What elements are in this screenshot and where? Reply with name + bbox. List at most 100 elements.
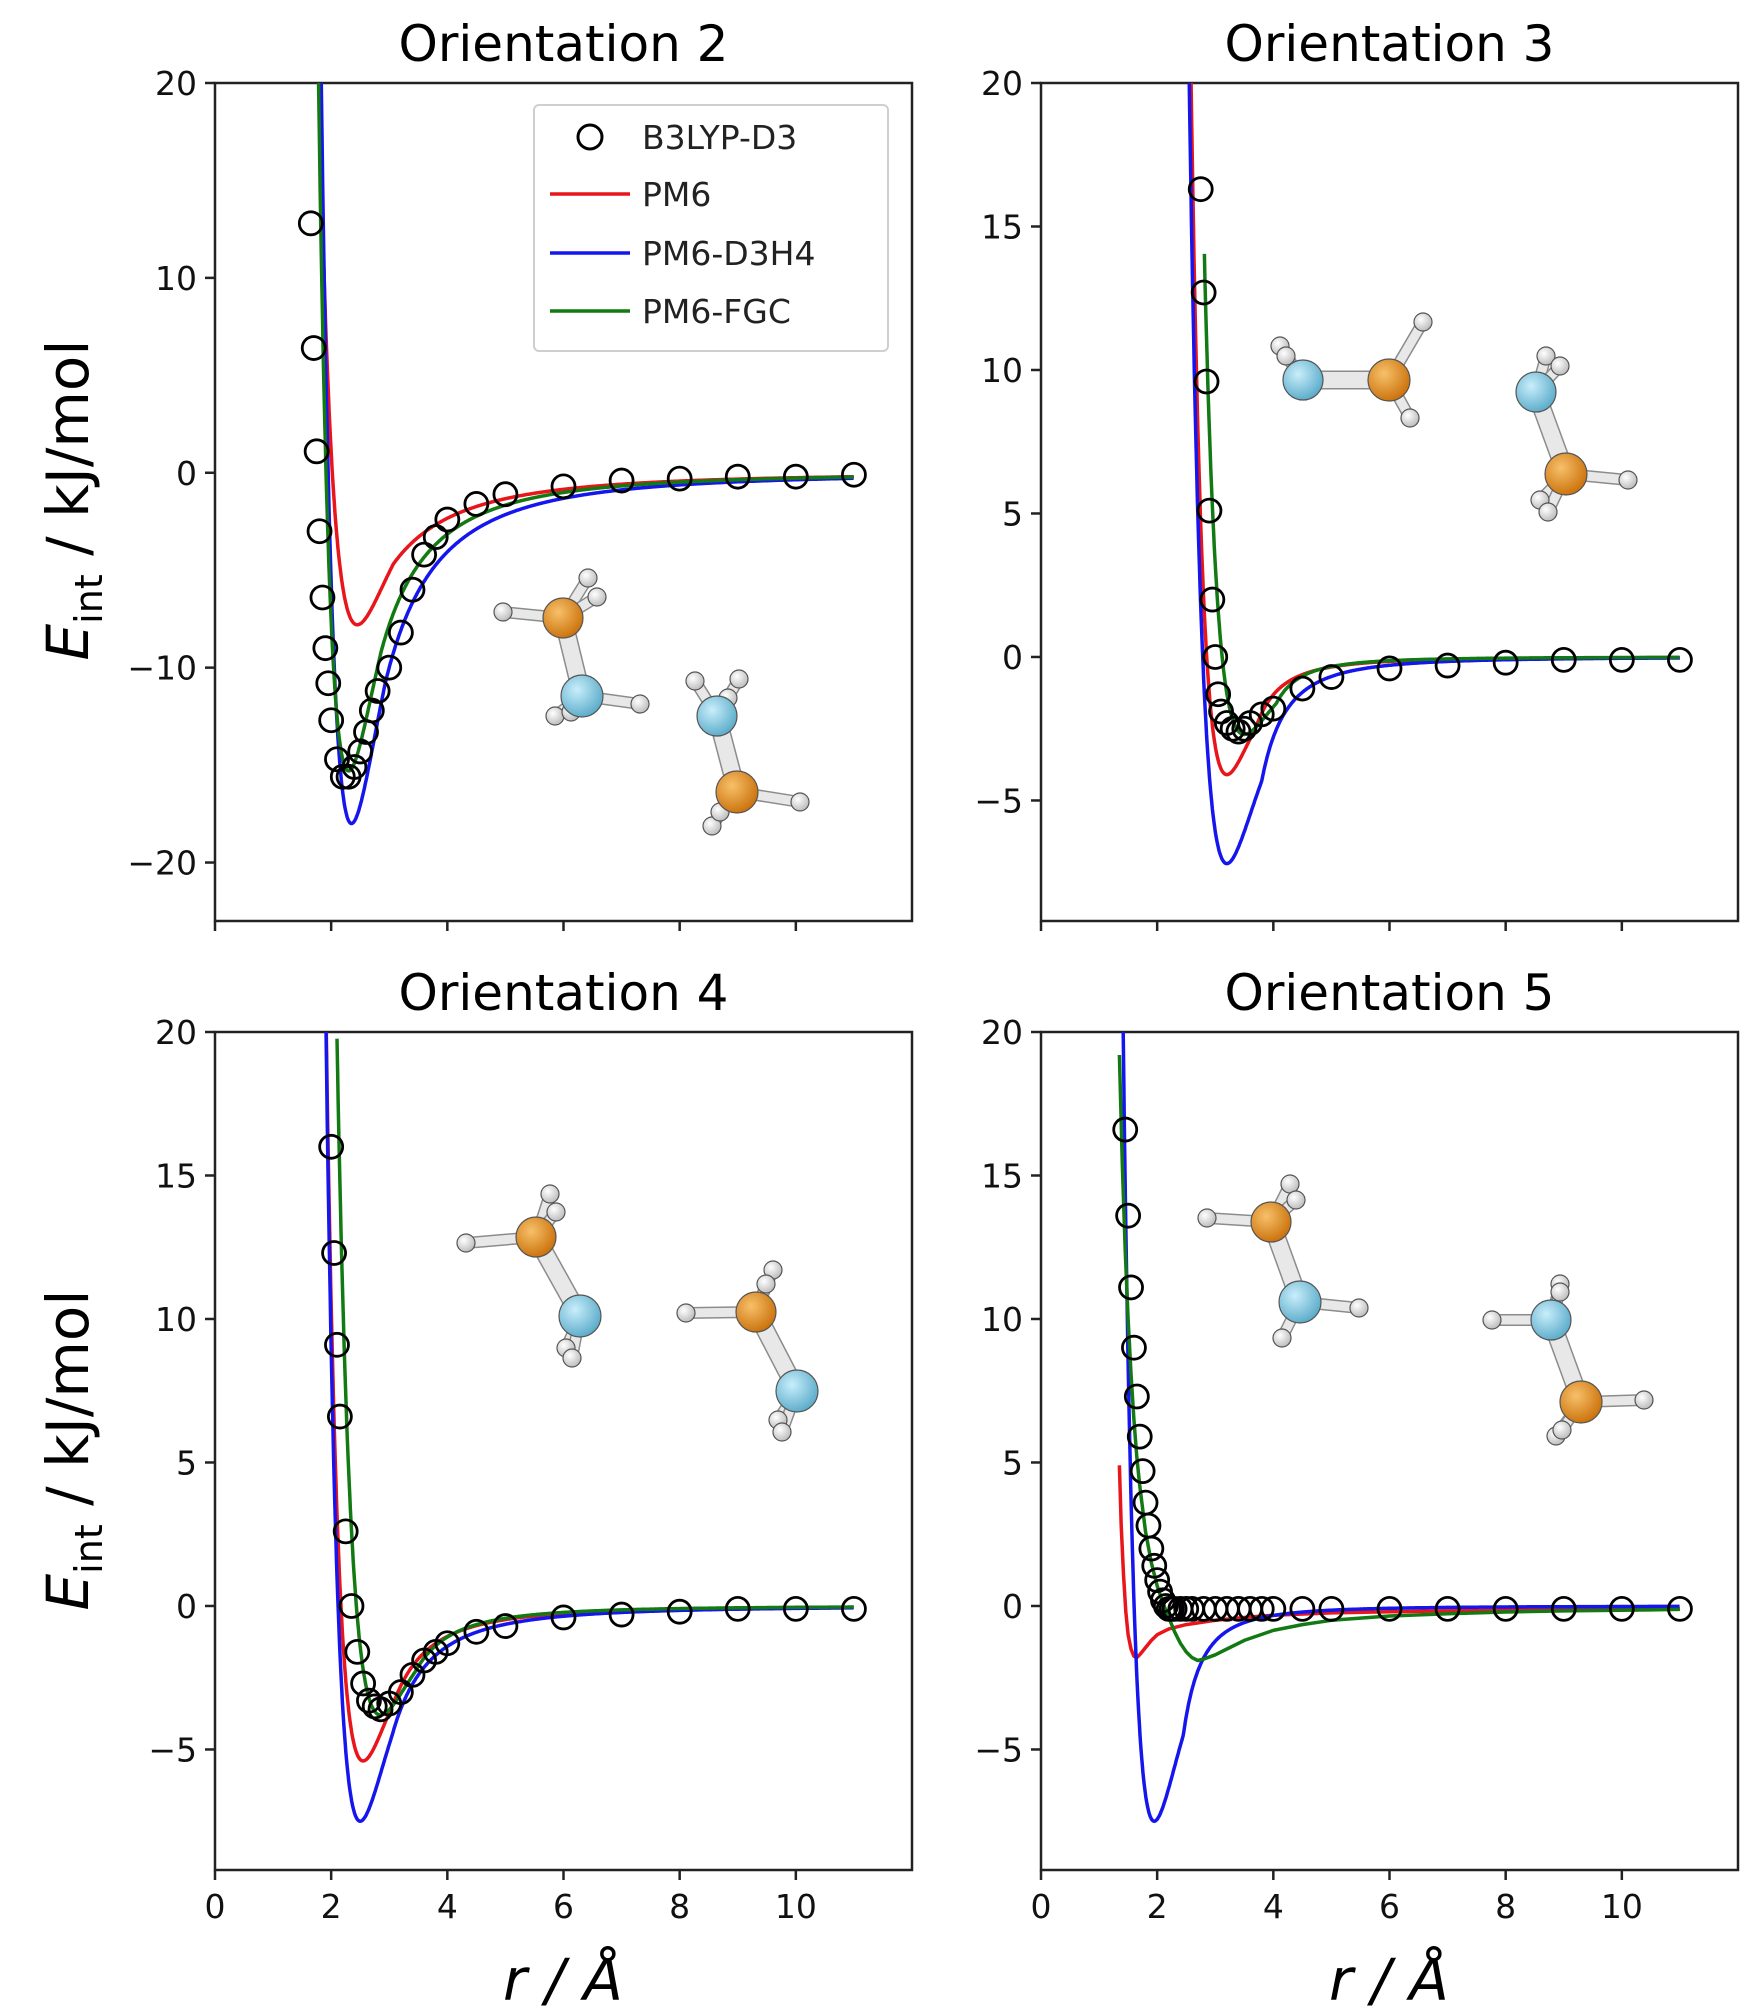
data-point-b3lyp-d3 xyxy=(1318,1595,1345,1622)
data-point-b3lyp-d3 xyxy=(608,1601,635,1628)
x-axis-label-right: r / Å xyxy=(1329,1945,1449,2014)
y-tick-label: 15 xyxy=(155,1156,197,1195)
panel-title: Orientation 2 xyxy=(399,15,729,73)
data-point-b3lyp-d3 xyxy=(1550,646,1577,673)
atom-sphere xyxy=(696,695,738,737)
data-point-b3lyp-d3 xyxy=(1492,1595,1519,1622)
y-tick-label: 20 xyxy=(155,64,197,103)
data-point-b3lyp-d3 xyxy=(1123,1383,1150,1410)
data-point-b3lyp-d3 xyxy=(347,738,374,765)
atom-sphere xyxy=(1367,358,1411,402)
data-point-b3lyp-d3 xyxy=(338,1593,365,1619)
data-point-b3lyp-d3 xyxy=(608,467,635,494)
panel-title: Orientation 4 xyxy=(399,964,729,1022)
y-tick-label: 5 xyxy=(1002,494,1023,533)
y-tick-label: 5 xyxy=(1002,1443,1023,1482)
data-point-b3lyp-d3 xyxy=(1608,646,1635,673)
panel-title: Orientation 5 xyxy=(1225,964,1555,1022)
atom-sphere xyxy=(1197,1208,1217,1228)
panel-orientation-4: Orientation 4 −5 0 5 10 15 20 0 2 4 6 8 10 xyxy=(148,964,914,1926)
data-point-b3lyp-d3 xyxy=(463,491,490,517)
atom-sphere xyxy=(562,1348,582,1368)
svg-text:Eint / kJ/mol: Eint / kJ/mol xyxy=(34,1290,111,1611)
molecule xyxy=(1270,312,1433,428)
legend-label: PM6 xyxy=(642,175,711,214)
data-point-b3lyp-d3 xyxy=(1260,1595,1287,1622)
atom-sphere xyxy=(790,792,810,812)
data-point-b3lyp-d3 xyxy=(1112,1116,1139,1143)
data-point-b3lyp-d3 xyxy=(782,463,809,490)
data-point-b3lyp-d3 xyxy=(550,1604,577,1631)
x-tick-label: 6 xyxy=(553,1887,574,1926)
x-tick-label: 0 xyxy=(1031,1887,1052,1926)
series-line-pm6-fgc xyxy=(1202,253,1681,737)
y-tick-label: 20 xyxy=(981,1013,1023,1052)
axes-frame xyxy=(213,1030,914,1872)
data-point-b3lyp-d3 xyxy=(1376,655,1403,682)
atom-sphere xyxy=(1286,1190,1306,1210)
data-point-b3lyp-d3 xyxy=(1121,1334,1147,1361)
panel-orientation-2: Orientation 2 −20 −10 0 10 20 xyxy=(127,15,914,931)
molecule xyxy=(1197,1174,1369,1348)
y-tick-label: 10 xyxy=(981,351,1023,390)
atom-sphere xyxy=(685,671,705,691)
atom-sphere xyxy=(1349,1298,1369,1318)
y-tick-label: 15 xyxy=(981,207,1023,246)
data-point-b3lyp-d3 xyxy=(434,1630,461,1657)
atom-sphere xyxy=(775,1369,819,1413)
panel-title: Orientation 3 xyxy=(1225,15,1555,73)
series-line-pm6-d3h4 xyxy=(1187,83,1682,866)
atom-sphere xyxy=(1400,408,1420,428)
y-tick-label: 5 xyxy=(176,1443,197,1482)
data-point-b3lyp-d3 xyxy=(306,518,333,545)
series-line-pm6-fgc xyxy=(1117,1054,1680,1663)
data-point-b3lyp-d3 xyxy=(1118,1274,1144,1301)
series-line-pm6-d3h4 xyxy=(1121,1032,1681,1823)
legend-entry-pm6: PM6 xyxy=(550,175,711,214)
data-point-b3lyp-d3 xyxy=(358,697,385,724)
y-tick-label: −10 xyxy=(127,649,197,688)
data-point-b3lyp-d3 xyxy=(1667,646,1693,673)
x-tick-label: 2 xyxy=(321,1887,342,1926)
data-point-b3lyp-d3 xyxy=(309,584,336,611)
atom-sphere xyxy=(1482,1310,1502,1330)
y-tick-label: 20 xyxy=(155,1013,197,1052)
molecule xyxy=(493,568,650,726)
atom-sphere xyxy=(1618,470,1638,490)
atom-sphere xyxy=(772,1422,792,1442)
x-tick-label: 6 xyxy=(1379,1887,1400,1926)
data-point-b3lyp-d3 xyxy=(841,1595,867,1622)
atom-sphere xyxy=(558,1294,602,1338)
atom-sphere xyxy=(456,1233,476,1253)
atom-sphere xyxy=(1559,1380,1603,1424)
y-tick-label: 0 xyxy=(1002,638,1023,677)
data-point-b3lyp-d3 xyxy=(1187,176,1214,203)
data-point-b3lyp-d3 xyxy=(1434,1595,1461,1622)
data-point-b3lyp-d3 xyxy=(1196,497,1223,524)
panel-orientation-3: Orientation 3 −5 0 5 10 15 20 xyxy=(974,15,1740,931)
data-point-b3lyp-d3 xyxy=(1135,1512,1162,1539)
data-point-b3lyp-d3 xyxy=(1193,368,1220,395)
y-tick-label: 0 xyxy=(176,1587,197,1626)
y-tick-label: 10 xyxy=(155,259,197,298)
legend-entry-pm6-fgc: PM6-FGC xyxy=(550,292,791,331)
series-line-pm6 xyxy=(1117,1465,1680,1660)
data-point-b3lyp-d3 xyxy=(434,506,461,533)
atom-sphere xyxy=(1276,346,1296,366)
data-point-b3lyp-d3 xyxy=(376,654,403,681)
atom-sphere xyxy=(1280,1174,1300,1194)
data-point-b3lyp-d3 xyxy=(312,635,339,662)
atom-sphere xyxy=(715,770,759,814)
data-point-b3lyp-d3 xyxy=(1667,1595,1693,1622)
data-point-b3lyp-d3 xyxy=(841,461,867,488)
atom-sphere xyxy=(545,706,565,726)
data-point-b3lyp-d3 xyxy=(1132,1489,1159,1516)
atom-sphere xyxy=(1544,452,1588,496)
atom-sphere xyxy=(493,602,513,622)
plot-area xyxy=(324,1032,856,1823)
data-point-b3lyp-d3 xyxy=(326,1403,353,1430)
x-tick-label: 0 xyxy=(205,1887,226,1926)
data-point-b3lyp-d3 xyxy=(1608,1595,1635,1622)
y-tick-label: 20 xyxy=(981,64,1023,103)
